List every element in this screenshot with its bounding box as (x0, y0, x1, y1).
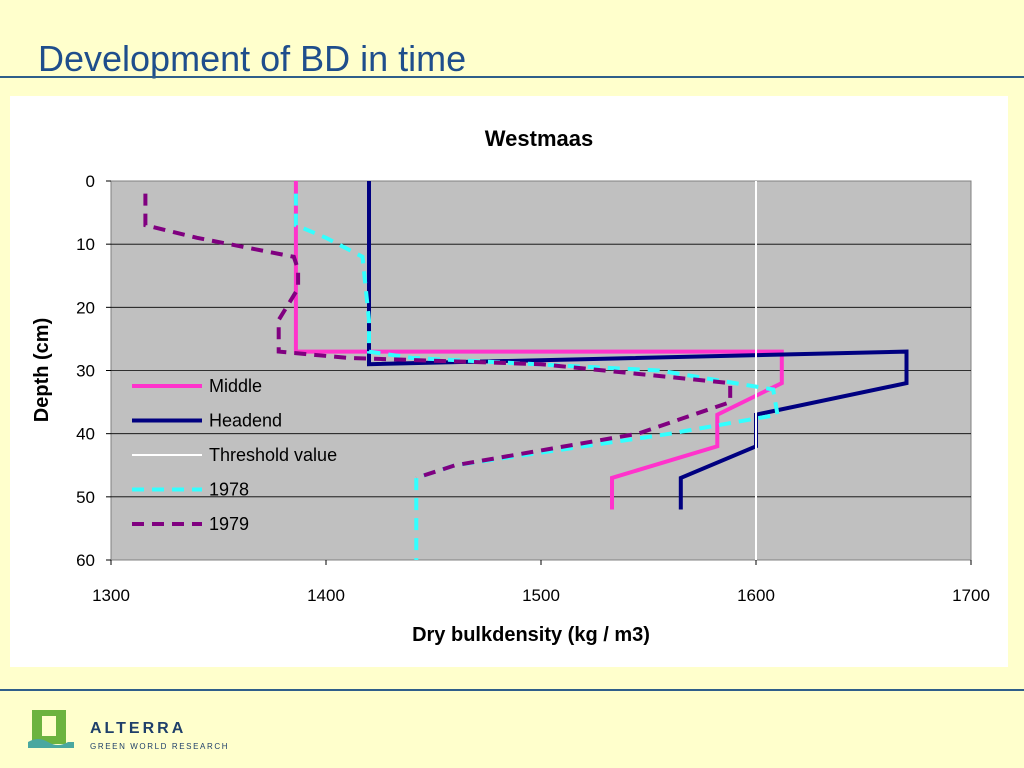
y-axis-title: Depth (cm) (31, 318, 53, 422)
y-tick-label: 0 (86, 172, 95, 191)
x-tick-label: 1500 (522, 586, 560, 605)
legend-label: Middle (209, 376, 262, 396)
alterra-logo-icon (28, 710, 74, 748)
legend-label: 1979 (209, 514, 249, 534)
y-tick-label: 40 (76, 425, 95, 444)
slide-title: Development of BD in time (38, 38, 467, 79)
legend-label: 1978 (209, 480, 249, 500)
legend-label: Headend (209, 411, 282, 431)
x-axis-title: Dry bulkdensity (kg / m3) (412, 624, 650, 646)
x-tick-label: 1700 (952, 586, 990, 605)
y-tick-label: 20 (76, 298, 95, 317)
chart-svg: 0 10 20 30 40 50 60 1300 1400 1500 1600 1700 Middle H… (31, 126, 990, 646)
chart-panel: 0 10 20 30 40 50 60 1300 1400 1500 1600 1700 Middle H… (10, 96, 1008, 667)
brand-name: ALTERRA (90, 720, 187, 737)
x-tick-label: 1300 (92, 586, 130, 605)
legend-label: Threshold value (209, 445, 337, 465)
x-tick-label: 1600 (737, 586, 775, 605)
y-tick-label: 60 (76, 551, 95, 570)
y-tick-label: 50 (76, 488, 95, 507)
brand-tagline: GREEN WORLD RESEARCH (90, 742, 230, 751)
title-underline (0, 76, 1024, 78)
footer-rule (0, 689, 1024, 691)
y-tick-label: 10 (76, 235, 95, 254)
chart-title: Westmaas (485, 126, 593, 151)
x-tick-label: 1400 (307, 586, 345, 605)
series-line (143, 193, 733, 480)
y-tick-label: 30 (76, 362, 95, 381)
